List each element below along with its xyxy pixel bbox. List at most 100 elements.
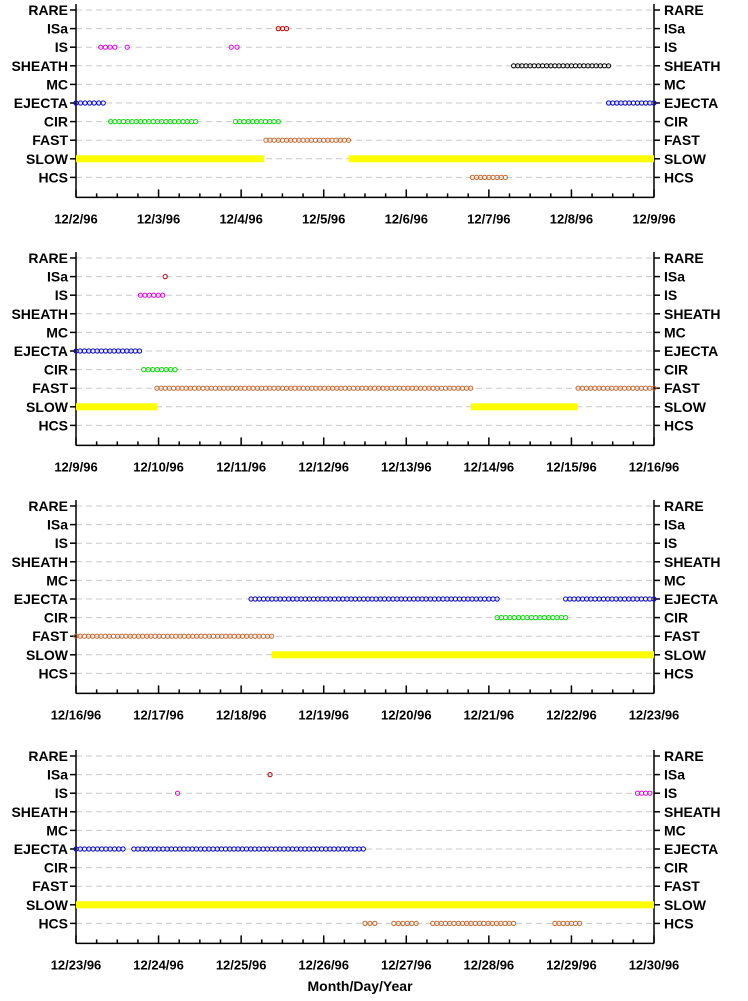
x-tick-label: 12/12/96	[298, 459, 349, 474]
x-tick-label: 12/14/96	[464, 459, 515, 474]
x-tick-label: 12/2/96	[54, 211, 97, 226]
y-tick-label-left: ISa	[47, 517, 68, 533]
y-tick-label-right: IS	[664, 287, 677, 303]
y-tick-label-left: CIR	[44, 610, 68, 626]
data-point	[621, 385, 628, 391]
fast-interval	[263, 137, 352, 143]
y-tick-label-left: EJECTA	[14, 841, 68, 857]
data-point	[401, 385, 407, 391]
data-point	[181, 846, 187, 852]
y-tick-label-right: SHEATH	[664, 306, 721, 322]
data-point	[271, 137, 277, 143]
x-tick-label: 12/23/96	[51, 957, 102, 972]
data-point	[461, 596, 467, 602]
slow-bar-mark	[76, 155, 265, 163]
y-tick-label-right: CIR	[664, 114, 688, 130]
data-point	[131, 846, 137, 852]
data-point	[350, 385, 357, 391]
y-tick-label-left: MC	[46, 822, 68, 838]
x-tick-label: 12/13/96	[381, 459, 432, 474]
data-point	[345, 137, 352, 143]
data-point	[311, 596, 317, 602]
panel-2: RARE RARE ISa ISa IS IS SHEATH SHEATH MC MC EJECTA…	[11, 250, 720, 474]
data-point	[531, 63, 537, 69]
y-tick-label-right: MC	[664, 324, 686, 340]
data-point	[136, 348, 143, 354]
x-tick-label: 12/27/96	[381, 957, 432, 972]
y-tick-label-right: FAST	[664, 628, 700, 644]
ejecta-interval	[73, 348, 143, 354]
y-tick-label-right: SLOW	[664, 151, 707, 167]
y-tick-label-right: SHEATH	[664, 58, 721, 74]
y-tick-label-right: FAST	[664, 132, 700, 148]
x-tick-label: 12/5/96	[302, 211, 345, 226]
data-point	[494, 596, 500, 602]
y-tick-label-right: HCS	[664, 915, 694, 931]
is-interval	[228, 44, 240, 50]
data-point	[81, 348, 88, 354]
y-tick-label-right: IS	[664, 39, 677, 55]
y-tick-label-left: SLOW	[26, 399, 69, 415]
y-tick-label-right: HCS	[664, 665, 694, 681]
data-point	[331, 846, 337, 852]
y-tick-label-left: MC	[46, 324, 68, 340]
y-tick-label-left: HCS	[38, 169, 68, 185]
data-point	[605, 63, 612, 69]
y-tick-label-left: HCS	[38, 665, 68, 681]
y-tick-label-left: FAST	[32, 132, 68, 148]
data-point	[228, 44, 234, 50]
x-tick-label: 12/23/96	[629, 707, 680, 722]
data-point	[367, 920, 373, 927]
y-tick-label-left: SLOW	[26, 897, 69, 913]
data-point	[647, 790, 653, 796]
sheath-interval	[511, 63, 612, 69]
data-point	[651, 100, 657, 106]
data-point	[231, 633, 237, 639]
x-tick-label: 12/8/96	[550, 211, 593, 226]
x-tick-label: 12/4/96	[219, 211, 262, 226]
y-tick-label-left: MC	[46, 572, 68, 588]
x-tick-label: 12/6/96	[385, 211, 428, 226]
data-point	[111, 846, 118, 852]
hcs-interval	[552, 920, 583, 927]
fast-interval	[575, 385, 657, 391]
y-tick-label-right: RARE	[664, 2, 704, 18]
y-tick-label-right: EJECTA	[664, 95, 718, 111]
x-tick-label: 12/29/96	[546, 957, 597, 972]
data-point	[171, 385, 177, 391]
y-tick-label-right: ISa	[664, 517, 685, 533]
y-tick-label-left: SHEATH	[11, 306, 68, 322]
data-point	[381, 596, 388, 602]
ejecta-interval	[73, 100, 106, 106]
x-tick-label: 12/10/96	[133, 459, 184, 474]
data-point	[271, 385, 277, 391]
y-tick-label-right: SHEATH	[664, 554, 721, 570]
y-tick-label-left: RARE	[28, 498, 68, 514]
data-point	[481, 920, 487, 927]
x-tick-label: 12/9/96	[54, 459, 97, 474]
data-point	[112, 44, 118, 50]
data-point	[362, 920, 368, 927]
y-tick-label-left: IS	[55, 535, 68, 551]
x-tick-label: 12/3/96	[137, 211, 180, 226]
x-tick-label: 12/28/96	[464, 957, 515, 972]
x-tick-label: 12/15/96	[546, 459, 597, 474]
slow-bar-mark	[76, 403, 157, 411]
is-interval	[98, 44, 118, 50]
data-point	[141, 367, 147, 373]
slow-bar-mark	[271, 651, 654, 659]
y-tick-label-right: RARE	[664, 498, 704, 514]
data-point	[111, 348, 117, 354]
x-tick-label: 12/24/96	[133, 957, 184, 972]
is-interval	[634, 790, 653, 796]
data-point	[275, 119, 281, 125]
x-tick-label: 12/16/96	[629, 459, 680, 474]
data-point	[231, 846, 237, 852]
data-point	[541, 615, 547, 621]
isa-interval	[162, 274, 168, 280]
hcs-interval	[391, 920, 419, 927]
data-point	[331, 596, 338, 602]
y-tick-label-left: FAST	[32, 878, 68, 894]
data-point	[502, 174, 508, 180]
